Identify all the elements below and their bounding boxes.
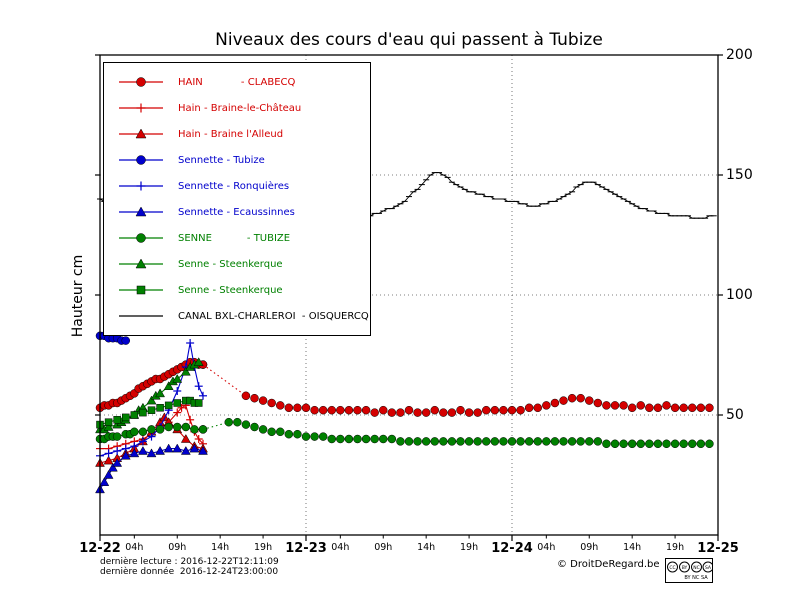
- copyright-text: © DroitDeRegard.be: [557, 559, 660, 570]
- legend-item-sennette-ecaussinnes: Sennette - Ecaussinnes: [104, 199, 370, 225]
- x-minor-tick-label: 09h: [580, 542, 599, 553]
- x-minor-tick-label: 19h: [460, 542, 479, 553]
- x-minor-tick-label: 04h: [537, 542, 556, 553]
- sennette-ronquieres-legend-marker: [119, 181, 163, 191]
- legend-item-senne-steenkerque-2: Senne - Steenkerque: [104, 277, 370, 303]
- x-minor-tick-label: 04h: [331, 542, 350, 553]
- x-minor-tick-label: 09h: [168, 542, 187, 553]
- y-tick-label: 100: [726, 287, 753, 303]
- svg-text:BY: BY: [682, 565, 688, 571]
- svg-text:CC: CC: [669, 565, 675, 571]
- legend-label: Hain - Braine l'Alleud: [178, 128, 284, 140]
- legend-label: Sennette - Tubize: [178, 154, 265, 166]
- legend-item-senne-steenkerque-1: Senne - Steenkerque: [104, 251, 370, 277]
- legend-item-hain-braine-le-chateau: Hain - Braine-le-Château: [104, 95, 370, 121]
- hain-braine-alleud-legend-marker: [119, 128, 163, 139]
- legend-label: Senne - Steenkerque: [178, 284, 283, 296]
- hain-braine-le-chateau-legend-marker: [119, 103, 163, 113]
- senne-tubize-legend-marker: [119, 233, 163, 243]
- legend-item-sennette-tubize: Sennette - Tubize: [104, 147, 370, 173]
- x-major-tick-label: 12-22: [79, 541, 121, 556]
- legend-label: Hain - Braine-le-Château: [178, 102, 302, 114]
- x-major-tick-label: 12-23: [285, 541, 327, 556]
- y-tick-label: 200: [726, 47, 753, 63]
- senne-steenkerque-2-legend-marker: [119, 285, 163, 295]
- series-canal-bxl-charleroi: [370, 172, 714, 219]
- chart-legend: HAIN - CLABECQ Hain - Braine-le-Château Ha…: [103, 62, 371, 336]
- x-minor-tick-label: 14h: [211, 542, 230, 553]
- y-tick-label: 50: [726, 407, 744, 423]
- svg-text:NC: NC: [693, 565, 700, 571]
- legend-label: CANAL BXL-CHARLEROI - OISQUERCQ: [178, 310, 369, 322]
- x-minor-tick-label: 14h: [417, 542, 436, 553]
- legend-label: SENNE - TUBIZE: [178, 232, 291, 244]
- legend-label: Sennette - Ecaussinnes: [178, 206, 295, 218]
- x-minor-tick-label: 19h: [254, 542, 273, 553]
- cc-license-icon: CC BY NC SA BY NC SA: [667, 561, 714, 581]
- series-senne-tubize: [202, 421, 710, 445]
- y-tick-label: 150: [726, 167, 753, 183]
- x-minor-tick-label: 09h: [374, 542, 393, 553]
- legend-label: HAIN - CLABECQ: [178, 76, 296, 88]
- canal-bxl-charleroi-legend-marker: [119, 315, 163, 317]
- legend-label: Senne - Steenkerque: [178, 258, 283, 270]
- sennette-ecaussinnes-legend-marker: [119, 206, 163, 217]
- legend-item-canal-bxl-charleroi: CANAL BXL-CHARLEROI - OISQUERCQ: [104, 303, 370, 329]
- legend-item-senne-tubize: SENNE - TUBIZE: [104, 225, 370, 251]
- cc-license-badge: CC BY NC SA BY NC SA: [665, 558, 714, 583]
- legend-label: Sennette - Ronquières: [178, 180, 290, 192]
- svg-text:BY NC SA: BY NC SA: [684, 575, 708, 581]
- x-minor-tick-label: 19h: [666, 542, 685, 553]
- x-minor-tick-label: 14h: [623, 542, 642, 553]
- senne-steenkerque-1-legend-marker: [119, 258, 163, 269]
- legend-item-hain-braine-alleud: Hain - Braine l'Alleud: [104, 121, 370, 147]
- hain-clabecq-legend-marker: [119, 77, 163, 87]
- svg-text:SA: SA: [705, 565, 712, 571]
- last-reading-text: dernière lecture : 2016-12-22T12:11:09: [100, 557, 279, 567]
- legend-item-hain-clabecq: HAIN - CLABECQ: [104, 69, 370, 95]
- legend-item-sennette-ronquieres: Sennette - Ronquières: [104, 173, 370, 199]
- x-major-tick-label: 12-25: [697, 541, 739, 556]
- x-minor-tick-label: 04h: [125, 542, 144, 553]
- x-major-tick-label: 12-24: [491, 541, 533, 556]
- sennette-tubize-legend-marker: [119, 155, 163, 165]
- last-data-text: dernière donnée 2016-12-24T23:00:00: [100, 567, 279, 577]
- chart-title: Niveaux des cours d'eau qui passent à Tu…: [215, 30, 603, 50]
